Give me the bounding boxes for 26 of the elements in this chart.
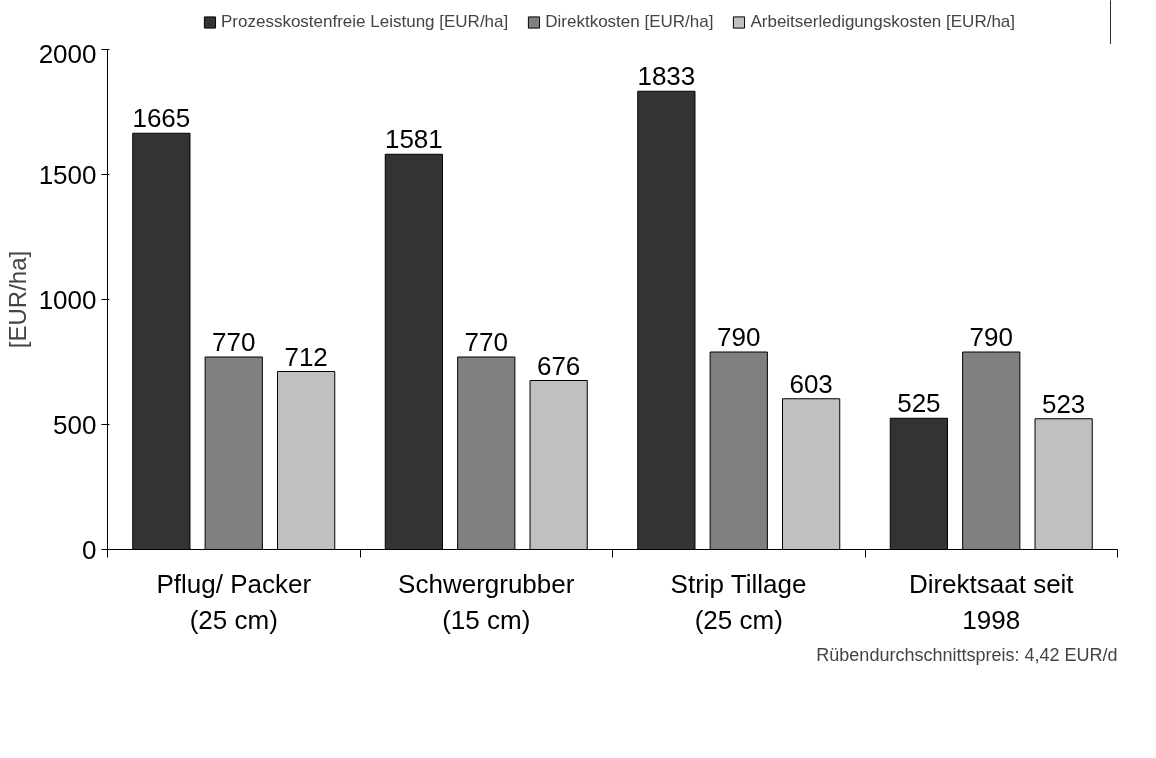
y-tick-label: 1000 xyxy=(38,284,97,315)
legend-label: Arbeitserledigungskosten [EUR/ha] xyxy=(750,12,1016,32)
y-tick-label: 1500 xyxy=(38,159,97,190)
data-label: 790 xyxy=(969,322,1013,352)
data-label: 770 xyxy=(464,327,508,357)
data-label: 770 xyxy=(212,327,256,357)
data-label: 1581 xyxy=(384,124,443,155)
legend-label: Prozesskostenfreie Leistung [EUR/ha] xyxy=(220,12,509,32)
x-tick-label: Strip Tillage (25 cm) xyxy=(670,568,807,635)
data-label: 1665 xyxy=(132,103,191,134)
data-label: 603 xyxy=(789,368,833,399)
x-tick-label: Direktsaat seit 1998 xyxy=(908,568,1075,635)
x-tick-label: Pflug/ Packer (25 cm) xyxy=(156,568,312,635)
data-label: 523 xyxy=(1041,388,1086,419)
data-label: 676 xyxy=(536,350,581,381)
y-tick-label: 500 xyxy=(53,409,97,440)
data-label: 790 xyxy=(717,322,761,352)
x-tick-label: Schwergrubber (15 cm) xyxy=(398,568,575,635)
data-label: 712 xyxy=(284,341,328,372)
data-label: 525 xyxy=(897,388,941,419)
y-tick-label: 2000 xyxy=(38,38,97,69)
y-axis-title: [EUR/ha] xyxy=(3,250,31,349)
text: Rübendurchschnittspreis: 4,42 EUR/d xyxy=(816,644,1118,665)
y-tick-label: 0 xyxy=(82,534,97,565)
data-label: 1833 xyxy=(637,61,696,92)
legend-label: Direktkosten [EUR/ha] xyxy=(545,12,714,32)
